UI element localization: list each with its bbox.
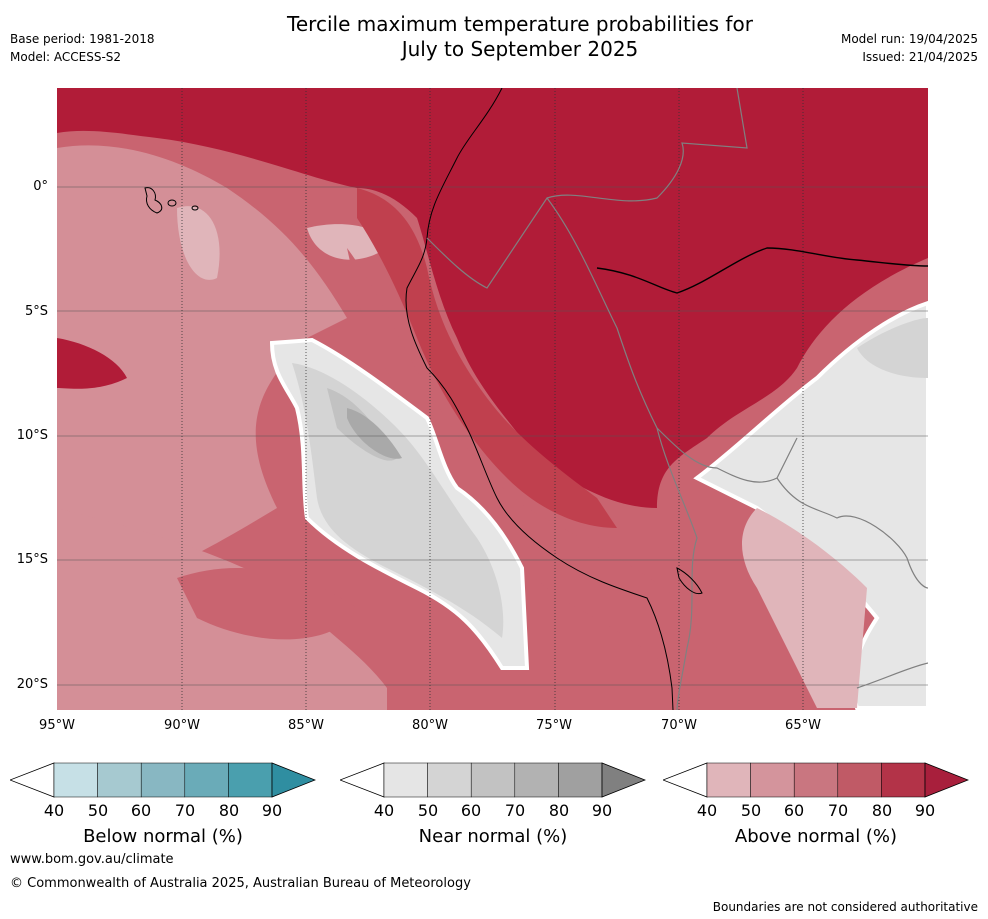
colorbar-extend-low: [338, 762, 385, 798]
colorbar-segment: [750, 762, 795, 798]
colorbar-extend-high: [601, 762, 647, 798]
probability-map: [57, 88, 928, 710]
colorbar-above-normal: [661, 762, 970, 800]
river-line: [596, 247, 928, 294]
coastline: [405, 88, 674, 710]
cb-below-tick: 50: [87, 801, 109, 820]
colorbar-extend-high: [271, 762, 317, 798]
colorbar-below-title: Below normal (%): [83, 826, 243, 847]
lat-label-10s: 10°S: [16, 428, 48, 443]
lat-label-15s: 15°S: [16, 552, 48, 567]
cb-above-tick: 40: [696, 801, 718, 820]
lat-label-5s: 5°S: [24, 304, 48, 319]
footer-disclaimer: Boundaries are not considered authoritat…: [712, 900, 978, 914]
colorbar-near-svg: [338, 762, 647, 798]
colorbar-extend-high: [924, 762, 970, 798]
cb-near-tick: 80: [548, 801, 570, 820]
above-60-region-west: [57, 145, 347, 598]
lon-label-75w: 75°W: [536, 718, 572, 733]
cb-above-tick: 70: [827, 801, 849, 820]
colorbar-above-title: Above normal (%): [734, 826, 898, 847]
above-70-coastal-band: [347, 248, 717, 688]
model-run-text: Model run: 19/04/2025: [840, 32, 978, 46]
colorbar-segment: [706, 762, 751, 798]
lon-label-90w: 90°W: [164, 718, 200, 733]
lon-label-80w: 80°W: [412, 718, 448, 733]
colorbar-segment: [97, 762, 142, 798]
cb-near-tick: 70: [504, 801, 526, 820]
border-lines: [426, 88, 928, 710]
cb-below-tick: 70: [174, 801, 196, 820]
colorbar-extend-low: [8, 762, 55, 798]
above-80-blob-west: [57, 338, 127, 389]
cb-near-tick: 50: [417, 801, 439, 820]
colorbar-segment: [427, 762, 472, 798]
cb-below-tick: 80: [218, 801, 240, 820]
cb-near-tick: 90: [591, 801, 613, 820]
lon-label-70w: 70°W: [661, 718, 697, 733]
colorbar-extend-low: [661, 762, 708, 798]
near-80-region-pacific: [347, 408, 402, 459]
colorbar-segment: [53, 762, 98, 798]
lon-label-85w: 85°W: [288, 718, 324, 733]
lake-titicaca: [676, 567, 703, 595]
colorbar-segment: [184, 762, 229, 798]
colorbar-segment: [881, 762, 926, 798]
lat-label-0: 0°: [33, 179, 48, 194]
footer-copyright: © Commonwealth of Australia 2025, Austra…: [10, 876, 471, 891]
lat-label-20s: 20°S: [16, 677, 48, 692]
colorbar-segment: [837, 762, 882, 798]
cb-above-tick: 60: [783, 801, 805, 820]
above-50-patch-nw: [177, 206, 220, 280]
colorbar-segment: [793, 762, 839, 798]
issued-text: Issued: 21/04/2025: [862, 50, 978, 64]
lon-label-65w: 65°W: [785, 718, 821, 733]
above-80-band: [357, 188, 617, 528]
colorbar-above-svg: [661, 762, 970, 798]
colorbar-below-normal: [8, 762, 317, 800]
cb-near-tick: 60: [460, 801, 482, 820]
footer-url: www.bom.gov.au/climate: [10, 852, 174, 867]
lon-label-95w: 95°W: [39, 718, 75, 733]
cb-below-tick: 60: [130, 801, 152, 820]
title-line-2: July to September 2025: [401, 37, 639, 61]
colorbar-segment: [470, 762, 516, 798]
colorbar-segment: [514, 762, 559, 798]
colorbar-segment: [558, 762, 603, 798]
colorbar-segment: [228, 762, 273, 798]
colorbar-below-svg: [8, 762, 317, 798]
above-90-region: [57, 88, 928, 508]
cb-below-tick: 90: [261, 801, 283, 820]
title-line-1: Tercile maximum temperature probabilitie…: [287, 12, 753, 36]
colorbar-near-normal: [338, 762, 647, 800]
cb-above-tick: 80: [871, 801, 893, 820]
cb-above-tick: 90: [914, 801, 936, 820]
chart-title: Tercile maximum temperature probabilitie…: [0, 12, 988, 62]
colorbar-segment: [140, 762, 186, 798]
galapagos-islands: [144, 187, 199, 214]
model-text: Model: ACCESS-S2: [10, 50, 122, 64]
near-60-region-east: [857, 318, 928, 378]
grid-lines: [57, 186, 928, 686]
colorbar-segment: [383, 762, 428, 798]
colorbar-near-title: Near normal (%): [418, 826, 568, 847]
base-period-text: Base period: 1981-2018: [10, 32, 155, 46]
above-70-region-sw: [177, 568, 357, 640]
above-50-patch-east: [742, 508, 867, 708]
cb-above-tick: 50: [740, 801, 762, 820]
cb-below-tick: 40: [43, 801, 65, 820]
cb-near-tick: 40: [373, 801, 395, 820]
